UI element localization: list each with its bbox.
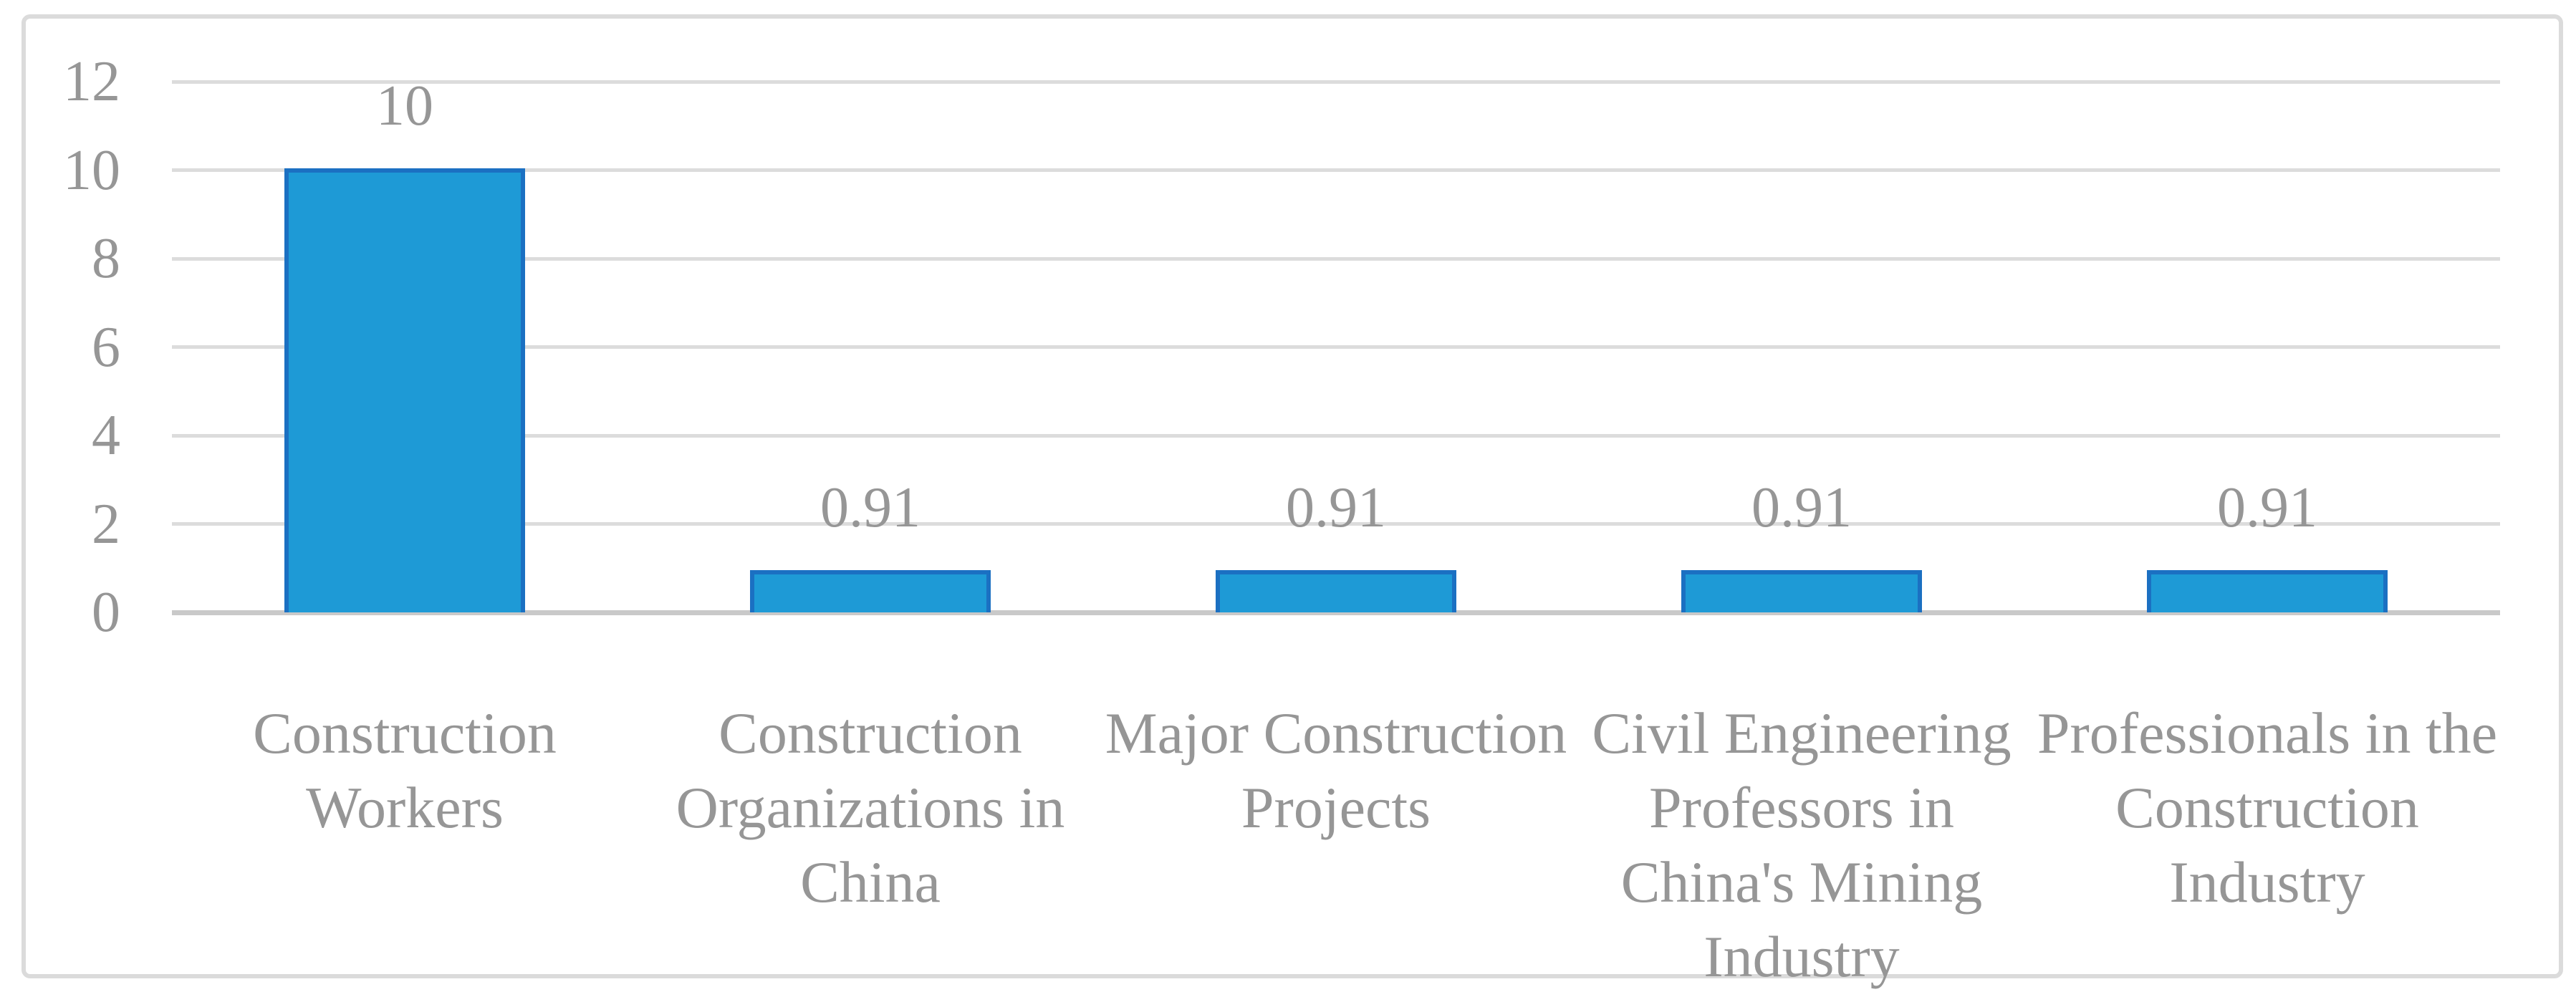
y-tick-label: 4 bbox=[92, 404, 120, 467]
x-category-label: Professionals in the Construction Indust… bbox=[2037, 700, 2498, 915]
bar bbox=[750, 569, 991, 612]
bar-value-label: 0.91 bbox=[2217, 476, 2317, 539]
bar-value-label: 0.91 bbox=[1751, 476, 1852, 539]
gridline bbox=[172, 168, 2500, 172]
y-tick-label: 12 bbox=[63, 50, 120, 113]
x-category-label: Construction Organizations in China bbox=[676, 700, 1065, 915]
x-category-label: Civil Engineering Professors in China's … bbox=[1592, 700, 2012, 989]
bar bbox=[284, 168, 525, 612]
y-tick-label: 10 bbox=[63, 138, 120, 202]
y-tick-label: 0 bbox=[92, 581, 120, 644]
bar-value-label: 0.91 bbox=[1286, 476, 1386, 539]
bar-value-label: 0.91 bbox=[820, 476, 921, 539]
x-category-label: Construction Workers bbox=[253, 700, 557, 840]
y-tick-label: 6 bbox=[92, 315, 120, 379]
bar bbox=[1216, 569, 1456, 612]
bar bbox=[2147, 569, 2388, 612]
gridline bbox=[172, 345, 2500, 349]
x-category-label: Major Construction Projects bbox=[1105, 700, 1567, 840]
gridline bbox=[172, 80, 2500, 84]
y-tick-label: 8 bbox=[92, 227, 120, 290]
y-tick-label: 2 bbox=[92, 492, 120, 556]
gridline bbox=[172, 522, 2500, 526]
gridline bbox=[172, 256, 2500, 261]
bar bbox=[1681, 569, 1922, 612]
x-axis-line bbox=[172, 610, 2500, 615]
gridline bbox=[172, 433, 2500, 438]
bar-value-label: 10 bbox=[376, 74, 433, 138]
